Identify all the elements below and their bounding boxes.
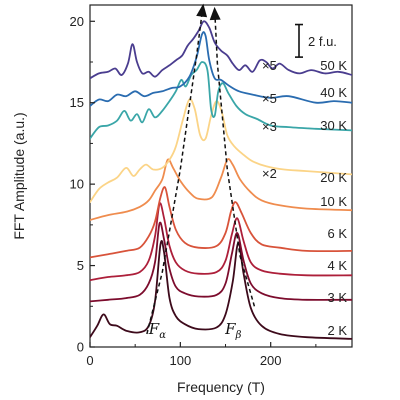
series-line-30k (90, 61, 352, 140)
beta-arrow-head (209, 6, 221, 21)
y-tick-label: 5 (77, 258, 84, 273)
series-line-10k (90, 158, 352, 221)
temp-label-6k: 6 K (327, 226, 347, 241)
alpha-arrow-head (196, 3, 208, 18)
temp-label-50k: 50 K (320, 58, 347, 73)
x-tick-label: 100 (169, 353, 191, 368)
series-line-6k (90, 186, 352, 259)
series-line-3k (90, 221, 352, 303)
y-tick-label: 0 (77, 340, 84, 355)
temp-label-30k: 30 K (320, 118, 347, 133)
beta-guide-line (213, 9, 256, 307)
x-tick-label: 200 (260, 353, 282, 368)
plot-frame (89, 4, 353, 348)
guide-lines-group (146, 3, 256, 335)
series-group (90, 20, 352, 340)
temp-label-3k: 3 K (327, 290, 347, 305)
alpha-guide-line (146, 6, 204, 335)
series-line-20k (90, 98, 352, 203)
multiplier-label-20k: ×2 (262, 166, 277, 181)
y-tick-label: 10 (70, 177, 84, 192)
peak-label-fbeta: Fβ (224, 320, 241, 341)
y-tick-label: 20 (70, 14, 84, 29)
y-tick-label: 15 (70, 95, 84, 110)
axes-group: 0 100 200 0 5 10 15 20 Frequency (T) FFT Amplitud… (11, 14, 317, 395)
multiplier-label-30k: ×3 (262, 119, 277, 134)
multiplier-label-40k: ×5 (262, 91, 277, 106)
series-line-4k (90, 202, 352, 282)
x-tick-label: 0 (86, 353, 93, 368)
x-axis-title: Frequency (T) (177, 379, 265, 395)
y-axis-title: FFT Amplitude (a.u.) (11, 112, 27, 239)
chart-background (89, 4, 353, 348)
temp-label-2k: 2 K (327, 323, 347, 338)
temp-label-20k: 20 K (320, 170, 347, 185)
multiplier-label-50k: ×5 (262, 58, 277, 73)
temp-label-10k: 10 K (320, 194, 347, 209)
temp-label-40k: 40 K (320, 85, 347, 100)
temp-label-4k: 4 K (327, 258, 347, 273)
series-line-40k (90, 31, 352, 107)
peak-label-falpha: Fα (148, 320, 166, 341)
series-line-50k (90, 20, 352, 80)
scale-bar-label: 2 f.u. (308, 34, 337, 49)
series-line-2k (90, 240, 352, 340)
